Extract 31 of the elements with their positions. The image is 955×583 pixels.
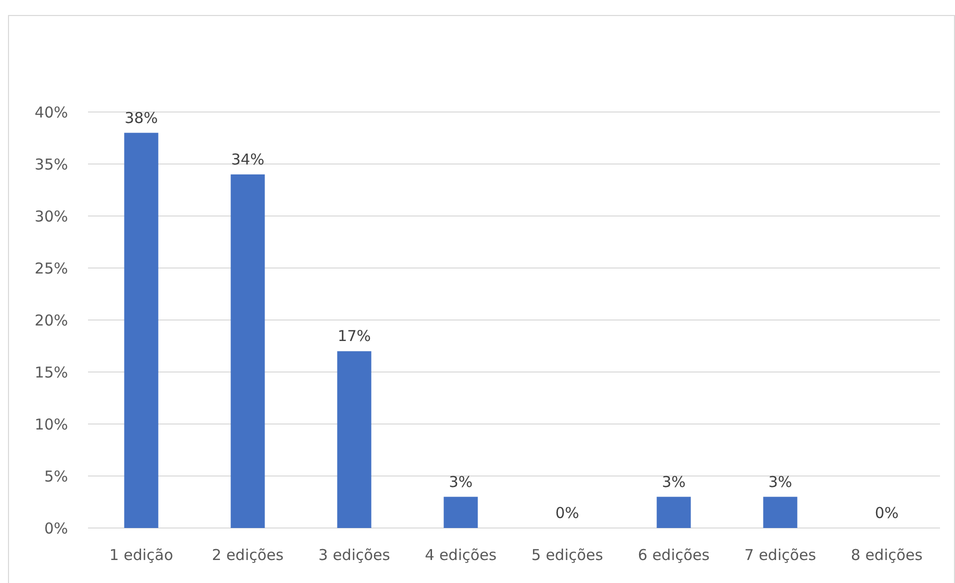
data-label: 38% (124, 108, 158, 127)
bar (124, 132, 158, 528)
x-tick-label: 7 edições (744, 546, 816, 564)
data-label: 3% (448, 472, 473, 491)
bar (763, 496, 798, 528)
x-tick-label: 6 edições (638, 546, 710, 564)
x-tick-label: 1 edição (109, 546, 174, 564)
x-tick-label: 2 edições (212, 546, 284, 564)
x-tick-label: 8 edições (850, 546, 923, 564)
data-label: 3% (662, 472, 686, 491)
y-tick-label: 10% (34, 415, 68, 434)
x-tick-label: 4 edições (424, 546, 497, 564)
y-tick-label: 5% (44, 467, 68, 486)
bar (656, 496, 691, 528)
data-label: 17% (338, 327, 371, 346)
data-label: 3% (768, 472, 792, 491)
bar (337, 351, 372, 528)
y-tick-label: 0% (44, 519, 68, 538)
y-tick-label: 30% (34, 207, 68, 226)
y-tick-label: 15% (34, 363, 68, 382)
y-tick-label: 25% (34, 259, 68, 278)
bar (444, 496, 478, 528)
data-label: 0% (555, 504, 580, 522)
x-tick-label: 3 edições (318, 546, 390, 564)
y-tick-label: 20% (34, 311, 68, 330)
data-label: 34% (231, 150, 264, 168)
y-tick-label: 40% (34, 103, 68, 122)
data-label: 0% (874, 504, 899, 522)
x-tick-label: 5 edições (531, 546, 604, 564)
y-tick-label: 35% (34, 155, 68, 174)
bar (230, 174, 265, 528)
